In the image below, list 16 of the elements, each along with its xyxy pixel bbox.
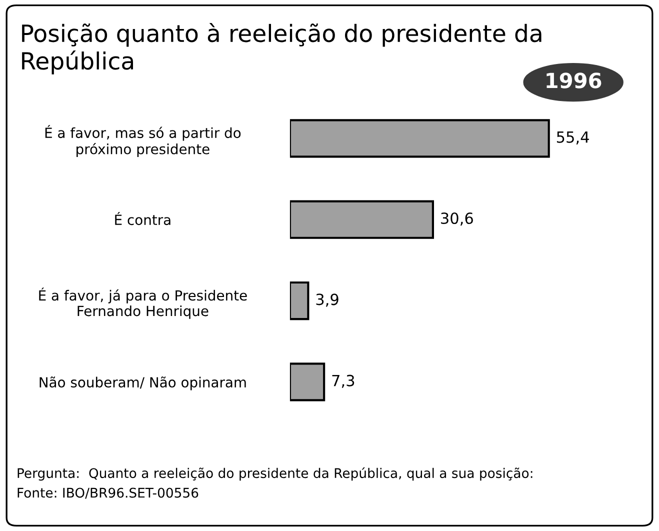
y-tick-label: É contra <box>115 212 170 226</box>
bar <box>290 362 326 402</box>
text: Pergunta: Quanto a reeleição do presidente da República, qual a sua posição: <box>18 467 532 481</box>
source-note: Fonte: IBO/BR96.SET-00556 <box>18 488 198 499</box>
bar <box>290 119 550 158</box>
data-label: 3,9 <box>316 294 338 307</box>
data-label: 7,3 <box>332 374 354 388</box>
data-label: 30,6 <box>441 212 473 226</box>
chart-subtitle: 1996 <box>546 72 602 88</box>
chart-title: Posição quanto à reeleição do presidente da República <box>22 22 542 74</box>
bar <box>290 281 310 320</box>
data-label: 55,4 <box>556 132 589 144</box>
y-tick-label: Não souberam/ Não opinaram <box>40 376 246 390</box>
bar <box>290 200 434 239</box>
y-tick-label: É a favor, mas só a partir do próximo presidente <box>45 125 241 157</box>
y-tick-label: É a favor, já para o Presidente Fernando Henrique <box>39 288 247 319</box>
